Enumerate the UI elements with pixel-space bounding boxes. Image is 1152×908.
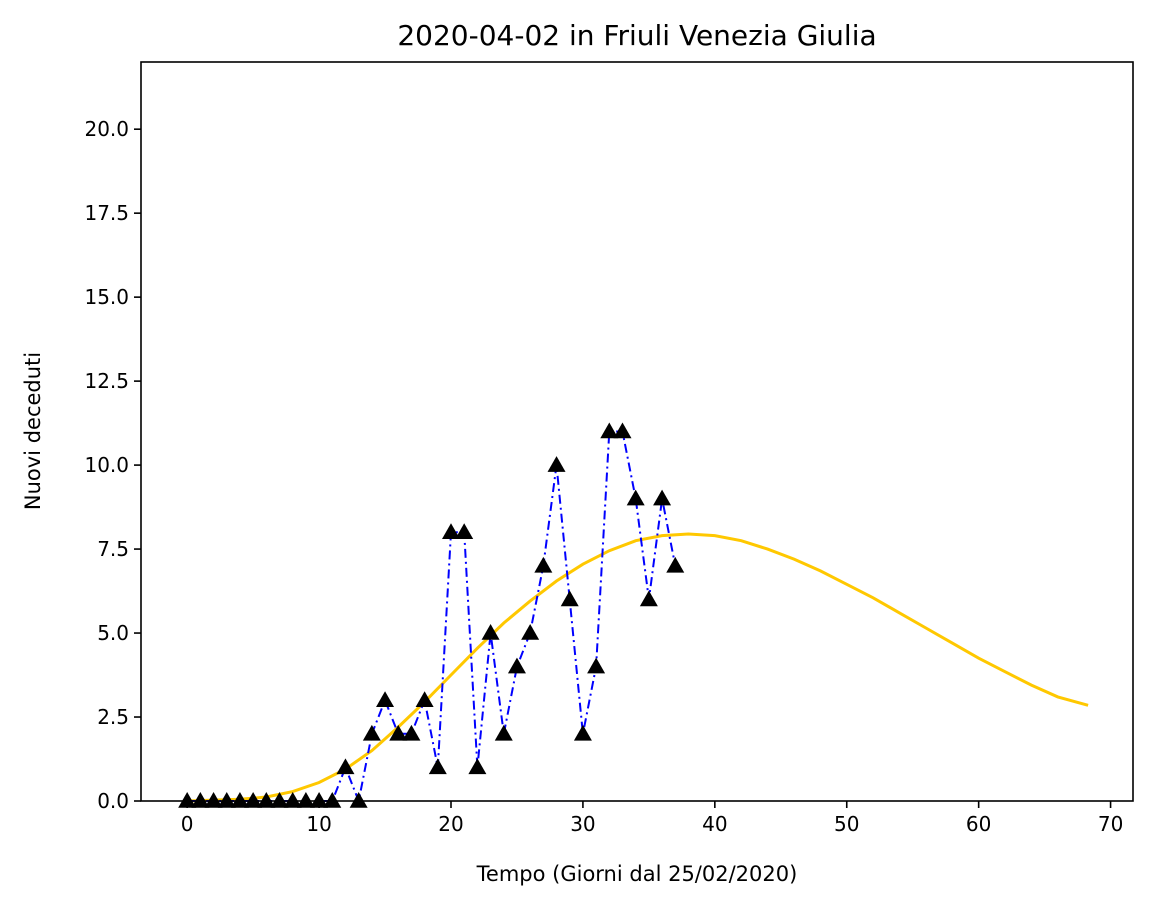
data-point-marker — [481, 624, 500, 640]
x-tick-label: 20 — [438, 812, 463, 836]
data-point-marker — [402, 724, 421, 741]
data-point-marker — [191, 792, 210, 808]
data-point-marker — [323, 792, 342, 808]
data-point-marker — [600, 422, 619, 439]
x-tick-label: 0 — [181, 812, 194, 836]
data-point-marker — [653, 489, 672, 506]
y-tick-label: 17.5 — [84, 201, 129, 225]
y-tick-label: 12.5 — [84, 369, 129, 393]
data-point-marker — [521, 624, 540, 640]
data-point-marker — [442, 523, 460, 540]
data-point-marker — [587, 657, 606, 674]
data-point-marker — [415, 691, 434, 707]
data-point-marker — [547, 456, 566, 472]
y-tick-label: 5.0 — [97, 621, 129, 645]
data-point-marker — [257, 792, 276, 808]
x-tick-label: 40 — [702, 812, 727, 836]
y-axis-label: Nuovi deceduti — [21, 352, 45, 510]
data-point-marker — [204, 792, 223, 808]
data-point-marker — [362, 724, 381, 741]
data-point-marker — [428, 758, 447, 775]
x-tick-label: 50 — [834, 812, 859, 836]
data-point-marker — [507, 657, 526, 674]
data-point-marker — [270, 792, 289, 808]
data-point-marker — [573, 724, 592, 741]
series-fit-line — [187, 532, 1089, 803]
data-point-marker — [468, 758, 487, 775]
y-tick-label: 2.5 — [97, 705, 129, 729]
axes-frame — [140, 61, 1134, 802]
data-point-marker — [639, 590, 658, 607]
x-axis-label: Tempo (Giorni dal 25/02/2020) — [476, 862, 798, 886]
x-tick-label: 30 — [570, 812, 595, 836]
data-point-marker — [560, 590, 579, 607]
data-point-marker — [310, 792, 329, 808]
data-point-marker — [534, 556, 553, 573]
data-point-marker — [455, 523, 474, 540]
data-point-marker — [666, 556, 685, 573]
data-point-marker — [283, 792, 302, 808]
data-point-marker — [296, 792, 315, 808]
x-tick-label: 70 — [1098, 812, 1123, 836]
y-tick-label: 15.0 — [84, 285, 129, 309]
y-tick-label: 20.0 — [84, 117, 129, 141]
data-point-marker — [178, 792, 197, 808]
data-point-marker — [349, 792, 368, 808]
y-tick-label: 7.5 — [97, 537, 129, 561]
x-tick-label: 60 — [966, 812, 991, 836]
data-point-marker — [494, 724, 513, 741]
data-point-marker — [244, 792, 263, 808]
data-point-marker — [217, 792, 236, 808]
data-point-marker — [626, 489, 645, 506]
chart-title: 2020-04-02 in Friuli Venezia Giulia — [397, 19, 876, 52]
axes-layer: 0 10 20 30 40 50 60 70 0.0 2.5 5.0 7.5 10.0 12.5 15.0 1… — [84, 117, 1123, 836]
data-point-marker — [613, 422, 632, 439]
data-point-marker — [336, 758, 355, 775]
y-tick-label: 0.0 — [97, 789, 129, 813]
data-point-marker — [230, 792, 249, 808]
y-tick-label: 10.0 — [84, 453, 129, 477]
data-point-marker — [376, 691, 395, 707]
data-point-marker — [389, 724, 408, 741]
x-tick-label: 10 — [306, 812, 331, 836]
